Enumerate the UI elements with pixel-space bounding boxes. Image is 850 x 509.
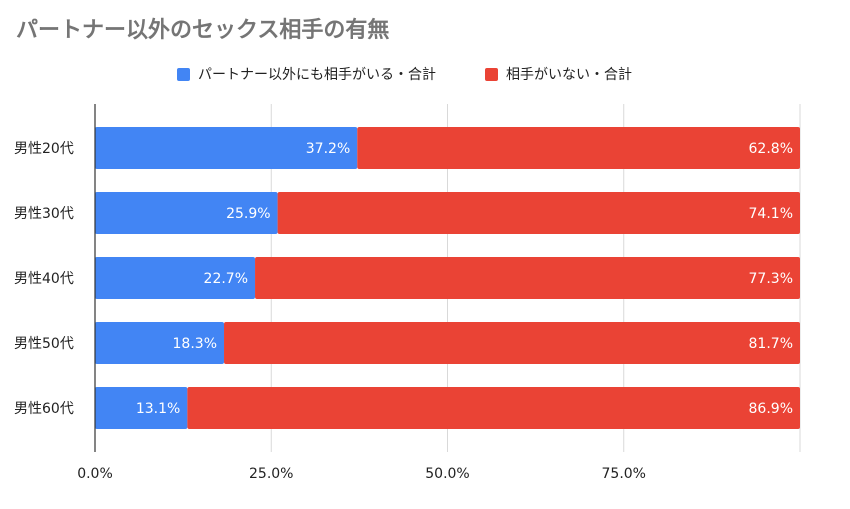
chart-title: パートナー以外のセックス相手の有無 [16,18,390,43]
legend-swatch-blue [177,67,190,81]
bar-with-partner-1 [95,192,278,234]
bar-no-partner-3 [224,322,800,364]
legend-label: 相手がいない・合計 [506,67,632,83]
data-label: 62.8% [749,141,793,157]
data-label: 37.2% [306,141,350,157]
bar-no-partner-4 [187,387,801,429]
category-label: 男性40代 [14,271,74,287]
data-label: 25.9% [226,206,270,222]
data-label: 86.9% [749,401,793,417]
bar-no-partner-0 [357,127,800,169]
data-label: 18.3% [173,336,217,352]
bar-no-partner-1 [277,192,801,234]
bar-with-partner-0 [95,127,358,169]
category-label: 男性20代 [14,141,74,157]
category-label: 男性50代 [14,336,74,352]
data-label: 13.1% [136,401,180,417]
data-label: 22.7% [204,271,248,287]
bar-with-partner-4 [95,387,188,429]
legend: パートナー以外にも相手がいる・合計 相手がいない・合計 [0,64,850,88]
data-label: 81.7% [749,336,793,352]
x-tick-label: 75.0% [602,466,646,482]
x-tick-label: 0.0% [77,466,113,482]
x-tick-label: 50.0% [425,466,469,482]
legend-item-with-partner[interactable]: パートナー以外にも相手がいる・合計 [177,64,436,84]
category-label: 男性60代 [14,401,74,417]
bar-with-partner-3 [95,322,225,364]
bar-no-partner-2 [255,257,800,299]
category-label: 男性30代 [14,206,74,222]
x-tick-label: 25.0% [249,466,293,482]
data-label: 74.1% [749,206,793,222]
legend-swatch-red [485,67,498,81]
legend-item-no-partner[interactable]: 相手がいない・合計 [485,64,632,84]
bar-with-partner-2 [95,257,256,299]
legend-label: パートナー以外にも相手がいる・合計 [198,67,436,83]
data-label: 77.3% [749,271,793,287]
